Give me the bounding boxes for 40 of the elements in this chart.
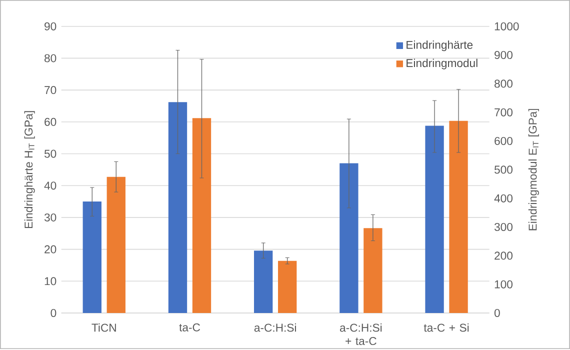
bar: [364, 228, 382, 314]
bar: [82, 202, 102, 314]
y-tick-label: 30: [44, 214, 56, 222]
x-tick-label: a-C:H:Si + ta-C: [340, 324, 382, 346]
y2-tick-label: 900: [494, 51, 513, 60]
y2-tick-label: 500: [494, 166, 513, 174]
x-tick-label: TiCN: [92, 324, 116, 332]
y-tick-label: 80: [44, 54, 56, 62]
y-tick-label: 10: [44, 277, 56, 286]
bar: [192, 118, 212, 314]
legend-label: Eindringmodul: [406, 59, 478, 70]
x-tick-label: a-C:H:Si: [254, 324, 296, 332]
bar: [254, 250, 273, 314]
x-tick-label: ta-C + Si: [424, 324, 469, 332]
y2-tick-label: 600: [494, 137, 513, 146]
y-tick-label: 90: [44, 22, 56, 31]
bar: [168, 102, 188, 314]
bar: [278, 261, 297, 314]
legend-label: Eindringhärte: [406, 40, 473, 52]
y-tick-label: 0: [50, 309, 56, 318]
y2-tick-label: 0: [494, 309, 500, 318]
bar: [106, 177, 126, 314]
bar: [449, 121, 468, 314]
y2-tick-label: 700: [494, 108, 513, 117]
y2-tick-label: 800: [494, 80, 513, 88]
y2-tick-label: 200: [494, 252, 513, 260]
y2-tick-label: 300: [494, 223, 513, 232]
y2-tick-label: 100: [494, 280, 513, 289]
y2-axis-title: Eindringmodul E$_{IT}$ [GPa]: [528, 109, 539, 230]
y-tick-label: 20: [44, 246, 56, 254]
y-tick-label: 60: [44, 118, 56, 126]
y-tick-label: 40: [44, 182, 56, 190]
y-tick-label: 70: [44, 86, 56, 94]
y2-tick-label: 400: [494, 194, 513, 203]
bar: [340, 164, 358, 314]
bar: [425, 126, 444, 314]
y-axis-title: Eindringhärte H$_{IT}$ [GPa]: [24, 111, 35, 228]
x-tick-label: ta-C: [179, 324, 200, 332]
y2-tick-label: 1000: [494, 22, 519, 31]
y-tick-label: 50: [44, 150, 56, 158]
